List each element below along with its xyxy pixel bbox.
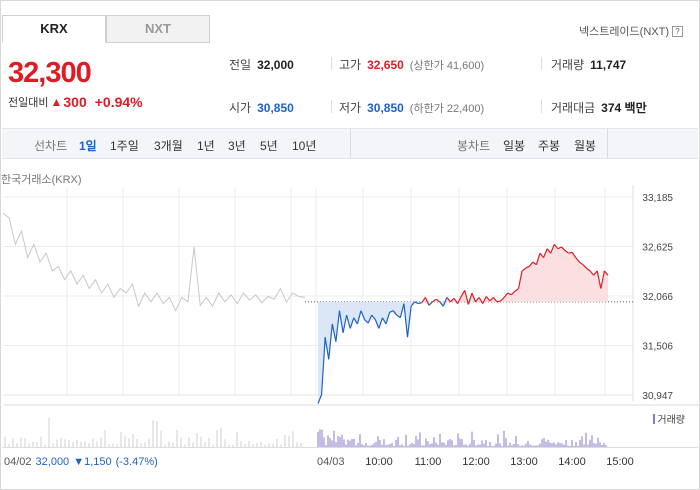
volume-legend-label: 거래량 [657, 411, 685, 426]
today-below-area [318, 302, 608, 404]
time-label: 14:00 [558, 456, 586, 468]
volume-legend: 거래량 [653, 411, 685, 426]
time-label: 12:00 [462, 456, 490, 468]
time-label: 10:00 [365, 456, 393, 468]
prev-change-value: 1,150 [84, 456, 112, 468]
y-tick-label: 31,506 [642, 342, 673, 353]
time-label: 11:00 [415, 456, 442, 468]
prev-close-price: 32,000 [36, 456, 70, 468]
prev-change-pct: (-3.47%) [116, 456, 158, 468]
y-tick-label: 32,066 [642, 292, 673, 303]
y-tick-label: 32,625 [642, 243, 673, 254]
volume-swatch [653, 414, 655, 424]
y-tick-label: 30,947 [642, 391, 673, 402]
time-label: 15:00 [606, 456, 634, 468]
time-label: 13:00 [510, 456, 538, 468]
prev-date: 04/02 [4, 456, 32, 468]
prev-change: ▼1,150 [73, 456, 111, 468]
time-axis: 04/02 32,000 ▼1,150 (-3.47%) 04/03 10:00… [2, 447, 698, 477]
prev-day-summary: 04/02 32,000 ▼1,150 (-3.47%) [4, 456, 158, 468]
y-tick-label: 33,185 [642, 193, 673, 204]
today-date: 04/03 [317, 456, 345, 468]
